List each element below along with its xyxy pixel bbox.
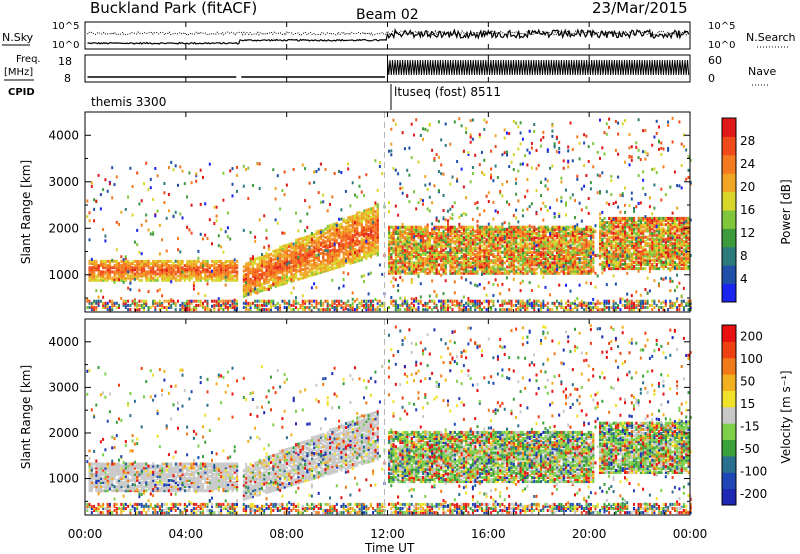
colorbar-swatch — [722, 455, 736, 473]
cpid-label: CPID — [8, 87, 35, 98]
colorbar-swatch — [722, 341, 736, 359]
x-tick-label: 00:00 — [68, 527, 103, 541]
power-panel: 1000 2000 3000 4000 Slant Range [km] 4 8 12 16… — [19, 111, 793, 313]
colorbar-swatch — [722, 136, 736, 156]
colorbar-tick-label: -50 — [740, 442, 760, 456]
velocity-colorbar: 200 100 50 15 -15 -50 -100 -200 — [721, 324, 767, 506]
colorbar-tick-label: 20 — [740, 180, 755, 194]
velocity-colorbar-label: Velocity [m s⁻¹] — [779, 370, 793, 463]
n-search-label: N.Search — [746, 31, 796, 44]
colorbar-tick-label: 28 — [740, 134, 755, 148]
colorbar-tick-label: 200 — [740, 329, 763, 343]
x-tick-label: 12:00 — [370, 527, 405, 541]
x-tick-label: 00:00 — [673, 527, 708, 541]
beam-title: Beam 02 — [356, 7, 419, 23]
colorbar-tick-label: -100 — [740, 464, 767, 478]
y-tick-label: 4000 — [48, 128, 79, 142]
n-sky-label: N.Sky — [2, 31, 34, 44]
freq-unit-label: [MHz] — [4, 67, 33, 78]
colorbar-tick-label: 12 — [740, 226, 755, 240]
colorbar-swatch — [722, 472, 736, 490]
colorbar-swatch — [722, 228, 736, 248]
n-sky-trace — [87, 27, 690, 45]
x-tick-label: 16:00 — [471, 527, 506, 541]
colorbar-tick-label: 8 — [740, 249, 748, 263]
y-tick-label: 4000 — [48, 335, 79, 349]
colorbar-swatch — [722, 488, 736, 506]
colorbar-swatch — [722, 357, 736, 375]
colorbar-tick-label: 24 — [740, 157, 755, 171]
nave-label: Nave — [748, 65, 776, 78]
velocity-y-axis: 1000 2000 3000 4000 — [48, 335, 690, 502]
colorbar-tick-label: 4 — [740, 272, 748, 286]
y-tick-label: 3000 — [48, 175, 79, 189]
colorbar-tick-label: 50 — [740, 374, 755, 388]
y-tick-label: 3000 — [48, 380, 79, 394]
power-colorbar: 4 8 12 16 20 24 28 — [721, 117, 755, 303]
velocity-data-cells — [86, 319, 692, 515]
colorbar-swatch — [722, 374, 736, 391]
time-axis: 00:00 04:00 08:00 12:00 16:00 20:00 00:00 — [68, 22, 708, 541]
colorbar-tick-label: -200 — [740, 487, 767, 501]
y-tick-label: 1000 — [48, 472, 79, 486]
time-axis-label: Time UT — [364, 541, 415, 554]
freq-traces — [87, 59, 690, 80]
colorbar-tick-label: -15 — [740, 419, 760, 433]
colorbar-swatch — [722, 191, 736, 211]
site-title: Buckland Park (fitACF) — [90, 0, 257, 17]
freq-label: Freq. — [16, 54, 41, 65]
colorbar-swatch — [722, 210, 736, 229]
noise-traces — [87, 27, 690, 45]
x-tick-label: 04:00 — [169, 527, 204, 541]
freq-tick-top: 18 — [58, 55, 72, 68]
y-tick-label: 2000 — [48, 426, 79, 440]
velocity-y-label: Slant Range [km] — [19, 365, 33, 469]
colorbar-swatch — [722, 283, 736, 303]
power-y-label: Slant Range [km] — [19, 160, 33, 264]
x-tick-label: 08:00 — [269, 527, 304, 541]
cpid-segment-1: themis 3300 — [91, 95, 166, 109]
colorbar-swatch — [722, 246, 736, 266]
n-sky-tick-bottom: 10^0 — [52, 40, 79, 51]
power-y-axis: 1000 2000 3000 4000 — [48, 128, 690, 299]
freq-tick-bottom: 8 — [64, 72, 71, 85]
velocity-panel: 1000 2000 3000 4000 Slant Range [km] 200 100… — [19, 318, 793, 516]
nave-tick-bottom: 0 — [708, 72, 715, 85]
n-sky-tick-top: 10^5 — [52, 21, 79, 32]
cpid-row: themis 3300 ltuseq (fost) 8511 — [91, 84, 501, 110]
x-tick-label: 20:00 — [572, 527, 607, 541]
noise-panel: N.Sky 10^5 10^0 10^5 10^0 N.Search — [2, 21, 796, 51]
colorbar-tick-label: 16 — [740, 203, 755, 217]
colorbar-swatch — [722, 265, 736, 285]
colorbar-swatch — [722, 325, 736, 342]
colorbar-swatch — [722, 423, 736, 441]
n-search-trace — [87, 29, 689, 37]
n-search-tick-bottom: 10^0 — [708, 40, 735, 51]
colorbar-tick-label: 100 — [740, 352, 763, 366]
y-tick-label: 1000 — [48, 268, 79, 282]
cpid-segment-2: ltuseq (fost) 8511 — [394, 85, 501, 99]
colorbar-swatch — [722, 406, 736, 424]
power-colorbar-label: Power [dB] — [779, 179, 793, 244]
nave-trace — [387, 59, 690, 80]
colorbar-swatch — [722, 118, 736, 137]
colorbar-swatch — [722, 439, 736, 457]
frequency-panel: Freq. [MHz] CPID 18 8 60 0 Nave — [4, 54, 776, 98]
colorbar-swatch — [722, 154, 736, 174]
colorbar-swatch — [722, 390, 736, 408]
power-data-cells — [86, 112, 692, 312]
date-title: 23/Mar/2015 — [592, 0, 688, 17]
y-tick-label: 2000 — [48, 221, 79, 235]
colorbar-swatch — [722, 173, 736, 193]
n-search-tick-top: 10^5 — [708, 21, 735, 32]
colorbar-tick-label: 15 — [740, 397, 755, 411]
nave-tick-top: 60 — [708, 54, 722, 67]
